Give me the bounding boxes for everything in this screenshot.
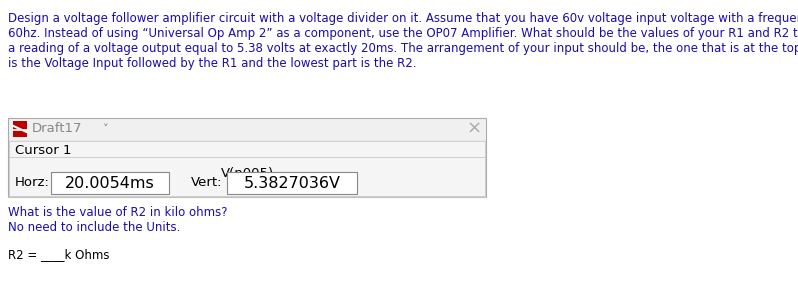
Bar (227, 172, 357, 194)
Text: What is the value of R2 in kilo ohms?: What is the value of R2 in kilo ohms? (8, 206, 227, 219)
Text: ×: × (467, 120, 481, 138)
Text: 20.0054ms: 20.0054ms (65, 175, 155, 191)
Bar (9, 141, 485, 196)
Bar (13, 121, 27, 137)
Text: Horz:: Horz: (15, 177, 49, 189)
Bar (8, 118, 486, 197)
Text: Cursor 1: Cursor 1 (15, 144, 72, 157)
Text: a reading of a voltage output equal to 5.38 volts at exactly 20ms. The arrangeme: a reading of a voltage output equal to 5… (8, 42, 798, 55)
Text: 60hz. Instead of using “Universal Op Amp 2” as a component, use the OP07 Amplifi: 60hz. Instead of using “Universal Op Amp… (8, 27, 798, 40)
Text: Vert:: Vert: (191, 177, 223, 189)
Bar (51, 172, 169, 194)
Bar (8, 140, 486, 197)
Text: is the Voltage Input followed by the R1 and the lowest part is the R2.: is the Voltage Input followed by the R1 … (8, 57, 417, 70)
Text: No need to include the Units.: No need to include the Units. (8, 221, 180, 234)
Text: Draft17: Draft17 (32, 122, 82, 135)
Text: ˅: ˅ (103, 124, 109, 134)
Bar (8, 118, 486, 140)
Text: R2 = ____k Ohms: R2 = ____k Ohms (8, 248, 109, 261)
Text: Design a voltage follower amplifier circuit with a voltage divider on it. Assume: Design a voltage follower amplifier circ… (8, 12, 798, 25)
Text: 5.3827036V: 5.3827036V (243, 175, 341, 191)
Text: V(n005): V(n005) (220, 167, 274, 180)
